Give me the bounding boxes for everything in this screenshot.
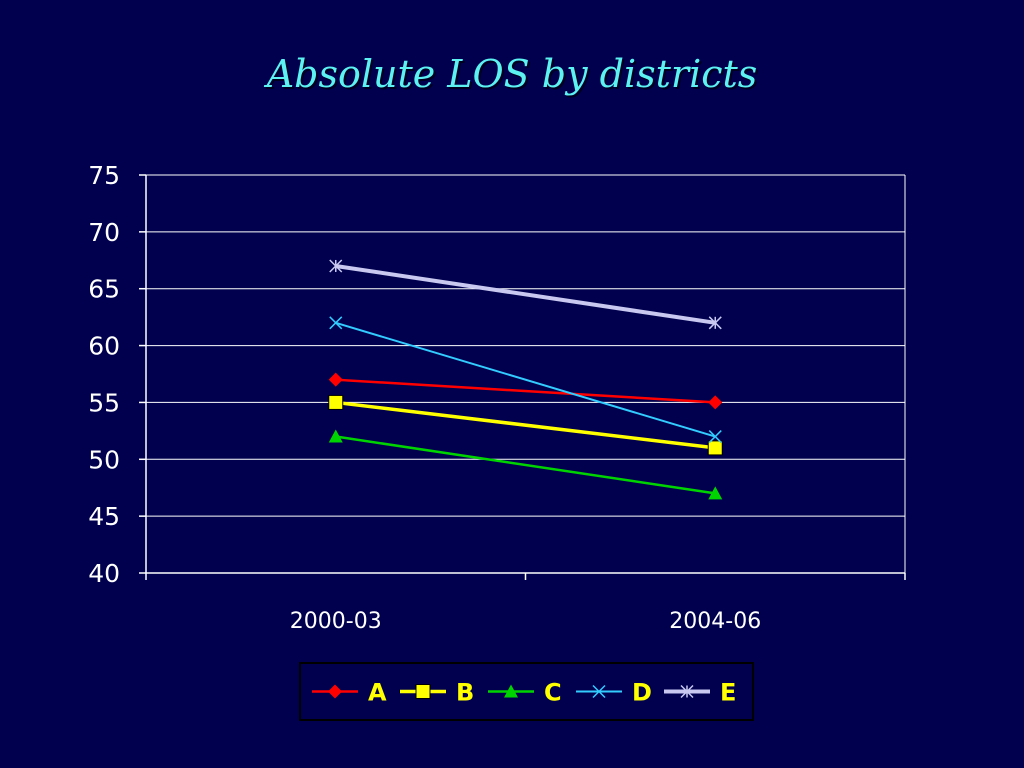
series-line bbox=[335, 400, 716, 450]
legend-box bbox=[299, 662, 754, 721]
data-point bbox=[329, 259, 343, 273]
y-tick-label: 55 bbox=[88, 388, 120, 417]
y-tick-label: 65 bbox=[88, 275, 120, 304]
legend-label: E bbox=[720, 679, 736, 707]
y-tick-labels: 75 70 65 60 55 50 45 40 bbox=[88, 161, 120, 588]
data-point bbox=[328, 394, 344, 410]
legend-label: A bbox=[368, 679, 387, 707]
data-point bbox=[707, 440, 723, 456]
series-a bbox=[328, 372, 723, 410]
legend-marker bbox=[328, 684, 342, 699]
legend-marker bbox=[504, 684, 518, 698]
series-line bbox=[335, 435, 716, 495]
y-tick-label: 60 bbox=[88, 332, 120, 361]
legend-label: D bbox=[632, 679, 652, 707]
data-point bbox=[328, 429, 343, 443]
legend-item-c: C bbox=[488, 679, 562, 707]
legend-marker bbox=[415, 684, 431, 699]
x-tick-labels: 2000-03 2004-06 bbox=[290, 609, 761, 634]
series-e bbox=[329, 259, 722, 330]
axes bbox=[139, 174, 906, 580]
legend-marker bbox=[592, 684, 606, 699]
data-point bbox=[329, 316, 343, 330]
legend-item-a: A bbox=[312, 679, 387, 707]
series-d bbox=[329, 316, 722, 444]
legend-marker bbox=[680, 684, 694, 699]
series-line bbox=[335, 378, 716, 404]
legend: A B C D E bbox=[299, 662, 754, 721]
y-tick-label: 70 bbox=[88, 218, 120, 247]
data-point bbox=[328, 372, 343, 387]
legend-item-e: E bbox=[664, 679, 736, 707]
y-tick-label: 45 bbox=[88, 502, 120, 531]
legend-item-d: D bbox=[576, 679, 652, 707]
y-tick-label: 40 bbox=[88, 559, 120, 588]
data-point bbox=[708, 395, 723, 410]
legend-item-b: B bbox=[400, 679, 474, 707]
legend-label: B bbox=[456, 679, 474, 707]
y-tick-label: 50 bbox=[88, 445, 120, 474]
y-tick-label: 75 bbox=[88, 161, 120, 190]
x-tick-label: 2004-06 bbox=[669, 609, 761, 634]
series-b bbox=[328, 394, 723, 456]
series-line bbox=[335, 321, 716, 438]
legend-label: C bbox=[544, 679, 562, 707]
series-lines bbox=[328, 259, 723, 500]
data-point bbox=[708, 430, 722, 444]
series-c bbox=[328, 429, 723, 500]
x-tick-label: 2000-03 bbox=[290, 609, 382, 634]
grid-lines bbox=[146, 174, 906, 573]
data-point bbox=[708, 316, 722, 330]
data-point bbox=[708, 486, 723, 500]
chart-title: Absolute LOS by districts bbox=[266, 52, 758, 96]
series-line bbox=[335, 263, 716, 325]
